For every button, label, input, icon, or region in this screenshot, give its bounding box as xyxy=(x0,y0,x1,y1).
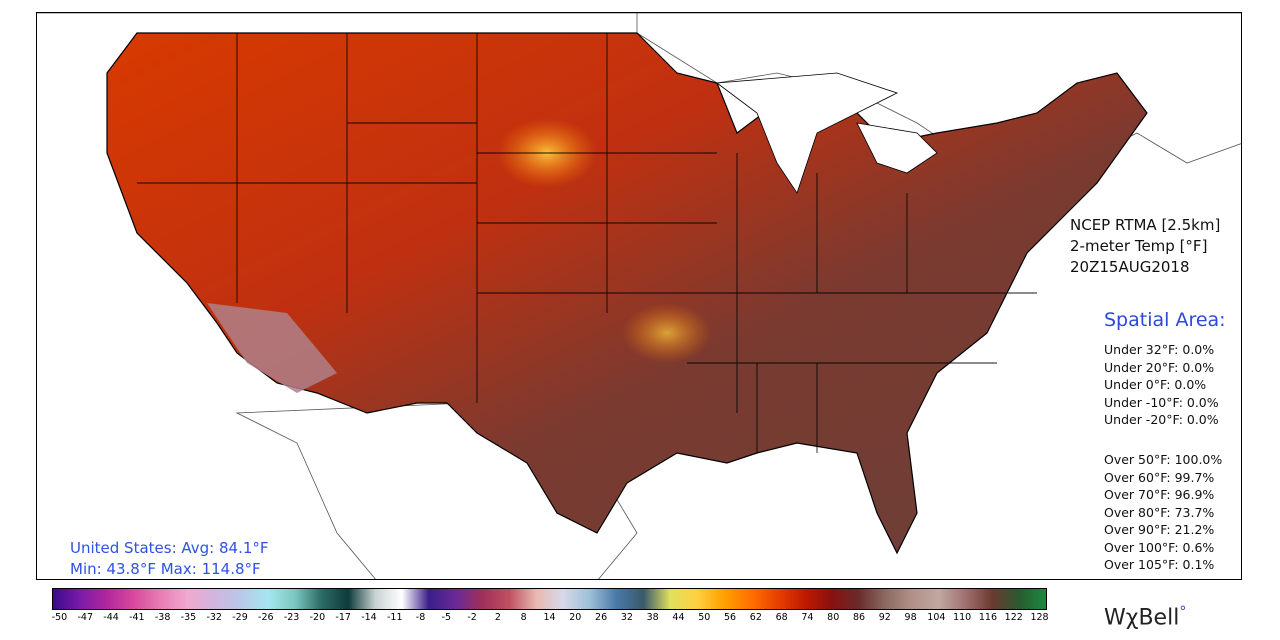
under-stat: Under 20°F: 0.0% xyxy=(1104,359,1215,375)
product-info: NCEP RTMA [2.5km] 2-meter Temp [°F] 20Z1… xyxy=(1070,215,1220,278)
colorbar-tick-label: 20 xyxy=(569,612,582,623)
colorbar-tick-label: 8 xyxy=(520,612,527,623)
colorbar-tick-label: -20 xyxy=(309,612,326,623)
colorbar-tick-label: -32 xyxy=(206,612,222,623)
min-max-line: Min: 43.8°F Max: 114.8°F xyxy=(70,560,261,578)
colorbar-tick-label: 110 xyxy=(953,612,972,623)
temperature-colorbar xyxy=(52,588,1047,610)
colorbar-tick-label: 38 xyxy=(646,612,659,623)
colorbar-tick-label: 2 xyxy=(494,612,501,623)
wxbell-logo: WχBell° xyxy=(1104,604,1186,630)
colorbar-tick-label: -2 xyxy=(467,612,477,623)
colorbar-tick-label: 116 xyxy=(978,612,998,623)
under-stat: Under 32°F: 0.0% xyxy=(1104,342,1215,357)
colorbar-tick-label: 92 xyxy=(878,612,891,623)
over-stat: Over 90°F: 21.2% xyxy=(1104,522,1215,537)
colorbar-tick-label: -41 xyxy=(129,612,145,623)
colorbar-tick-label: 104 xyxy=(927,612,946,623)
colorbar-tick-label: 62 xyxy=(749,612,762,623)
logo-dot-icon: ° xyxy=(1179,604,1187,620)
temperature-map xyxy=(36,12,1242,580)
over-stat: Over 105°F: 0.1% xyxy=(1104,557,1215,572)
spatial-area-title: Spatial Area: xyxy=(1104,309,1226,331)
over-stat: Over 60°F: 99.7% xyxy=(1104,469,1215,485)
colorbar-tick-label: -14 xyxy=(361,612,377,623)
colorbar-tick-label: 32 xyxy=(620,612,633,623)
product-variable: 2-meter Temp [°F] xyxy=(1070,237,1208,255)
colorbar-tick-label: -44 xyxy=(103,612,119,623)
colorbar-tick-label: 80 xyxy=(827,612,840,623)
under-stat: Under 0°F: 0.0% xyxy=(1104,377,1207,392)
colorbar-tick-label: -5 xyxy=(441,612,452,623)
over-stat: Over 100°F: 0.6% xyxy=(1104,539,1215,555)
colorbar-tick-label: -8 xyxy=(415,612,426,623)
colorbar-tick-label: 74 xyxy=(801,612,814,623)
colorbar-tick-label: -35 xyxy=(180,612,197,623)
colorbar-tick-label: -29 xyxy=(232,612,248,623)
product-time: 20Z15AUG2018 xyxy=(1070,258,1190,276)
colorbar-tick-label: -11 xyxy=(386,612,403,623)
great-lakes xyxy=(715,72,899,194)
colorbar-tick-label: 122 xyxy=(1004,612,1023,623)
colorbar-ticks: -50 -47 -44 -41 -38 -35 -32 -29 -26 -23 -20 -17 -14-… xyxy=(51,612,1049,626)
under-stats: Under 32°F: 0.0% Under 20°F: 0.0% Under … xyxy=(1104,341,1219,429)
colorbar-tick-label: 128 xyxy=(1030,612,1049,623)
product-name: NCEP RTMA [2.5km] xyxy=(1070,216,1221,234)
colorbar-tick-label: -23 xyxy=(283,612,300,623)
colorbar-tick-label: -50 xyxy=(51,612,68,623)
us-average: United States: Avg: 84.1°F Min: 43.8°F M… xyxy=(70,538,269,580)
colorbar-tick-label: -17 xyxy=(335,612,351,623)
over-stat: Over 80°F: 73.7% xyxy=(1104,504,1215,520)
logo-text: WχBell xyxy=(1104,605,1180,631)
colorbar-tick-label: 98 xyxy=(904,612,917,623)
colorbar-tick-label: 44 xyxy=(672,612,685,623)
colorbar-tick-label: 26 xyxy=(595,612,608,623)
over-stat: Over 70°F: 96.9% xyxy=(1104,487,1215,502)
colorbar-tick-label: 14 xyxy=(543,612,556,623)
colorbar-tick-label: 68 xyxy=(775,612,788,623)
colorbar-tick-label: -26 xyxy=(258,612,274,623)
under-stat: Under -10°F: 0.0% xyxy=(1104,394,1219,410)
colorbar-tick-label: -38 xyxy=(154,612,171,623)
colorbar-tick-label: -47 xyxy=(77,612,94,623)
colorbar-tick-label: 50 xyxy=(698,612,711,623)
colorbar-tick-label: 56 xyxy=(723,612,737,623)
under-stat: Under -20°F: 0.0% xyxy=(1104,412,1219,427)
over-stats: Over 50°F: 100.0% Over 60°F: 99.7% Over … xyxy=(1104,451,1222,574)
avg-line: United States: Avg: 84.1°F xyxy=(70,539,269,557)
over-stat: Over 50°F: 100.0% xyxy=(1104,452,1223,467)
colorbar-tick-label: 86 xyxy=(852,612,866,623)
